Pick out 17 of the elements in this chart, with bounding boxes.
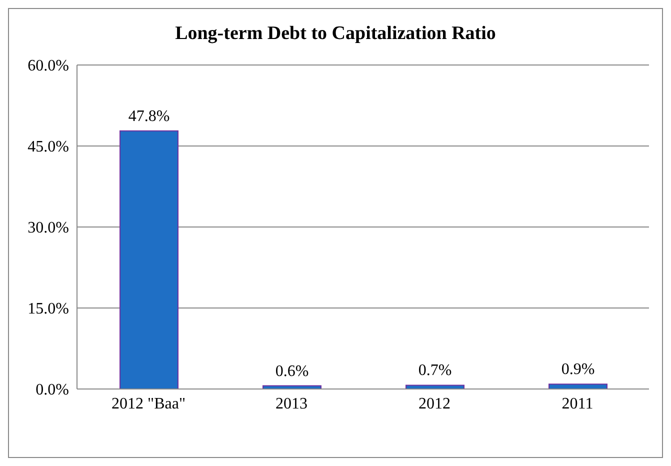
x-tick-label: 2013 [276,395,308,412]
y-tick-label: 0.0% [36,382,69,399]
x-tick-label: 2012 "Baa" [112,395,186,412]
bar [548,384,608,389]
data-label: 0.7% [418,362,452,380]
y-tick-label: 30.0% [28,220,69,237]
data-label: 47.8% [128,108,170,125]
data-label: 0.9% [561,361,595,378]
y-tick-label: 45.0% [28,138,69,156]
y-tick-label: 15.0% [28,300,69,318]
bar [406,384,464,389]
x-tick-label: 2011 [562,395,594,412]
x-tick-label: 2012 [418,395,450,412]
chart-title: Long-term Debt to Capitalization Ratio [174,23,497,45]
y-tick-label: 60.0% [28,58,69,75]
bar [120,130,178,389]
data-label: 0.6% [275,362,309,380]
